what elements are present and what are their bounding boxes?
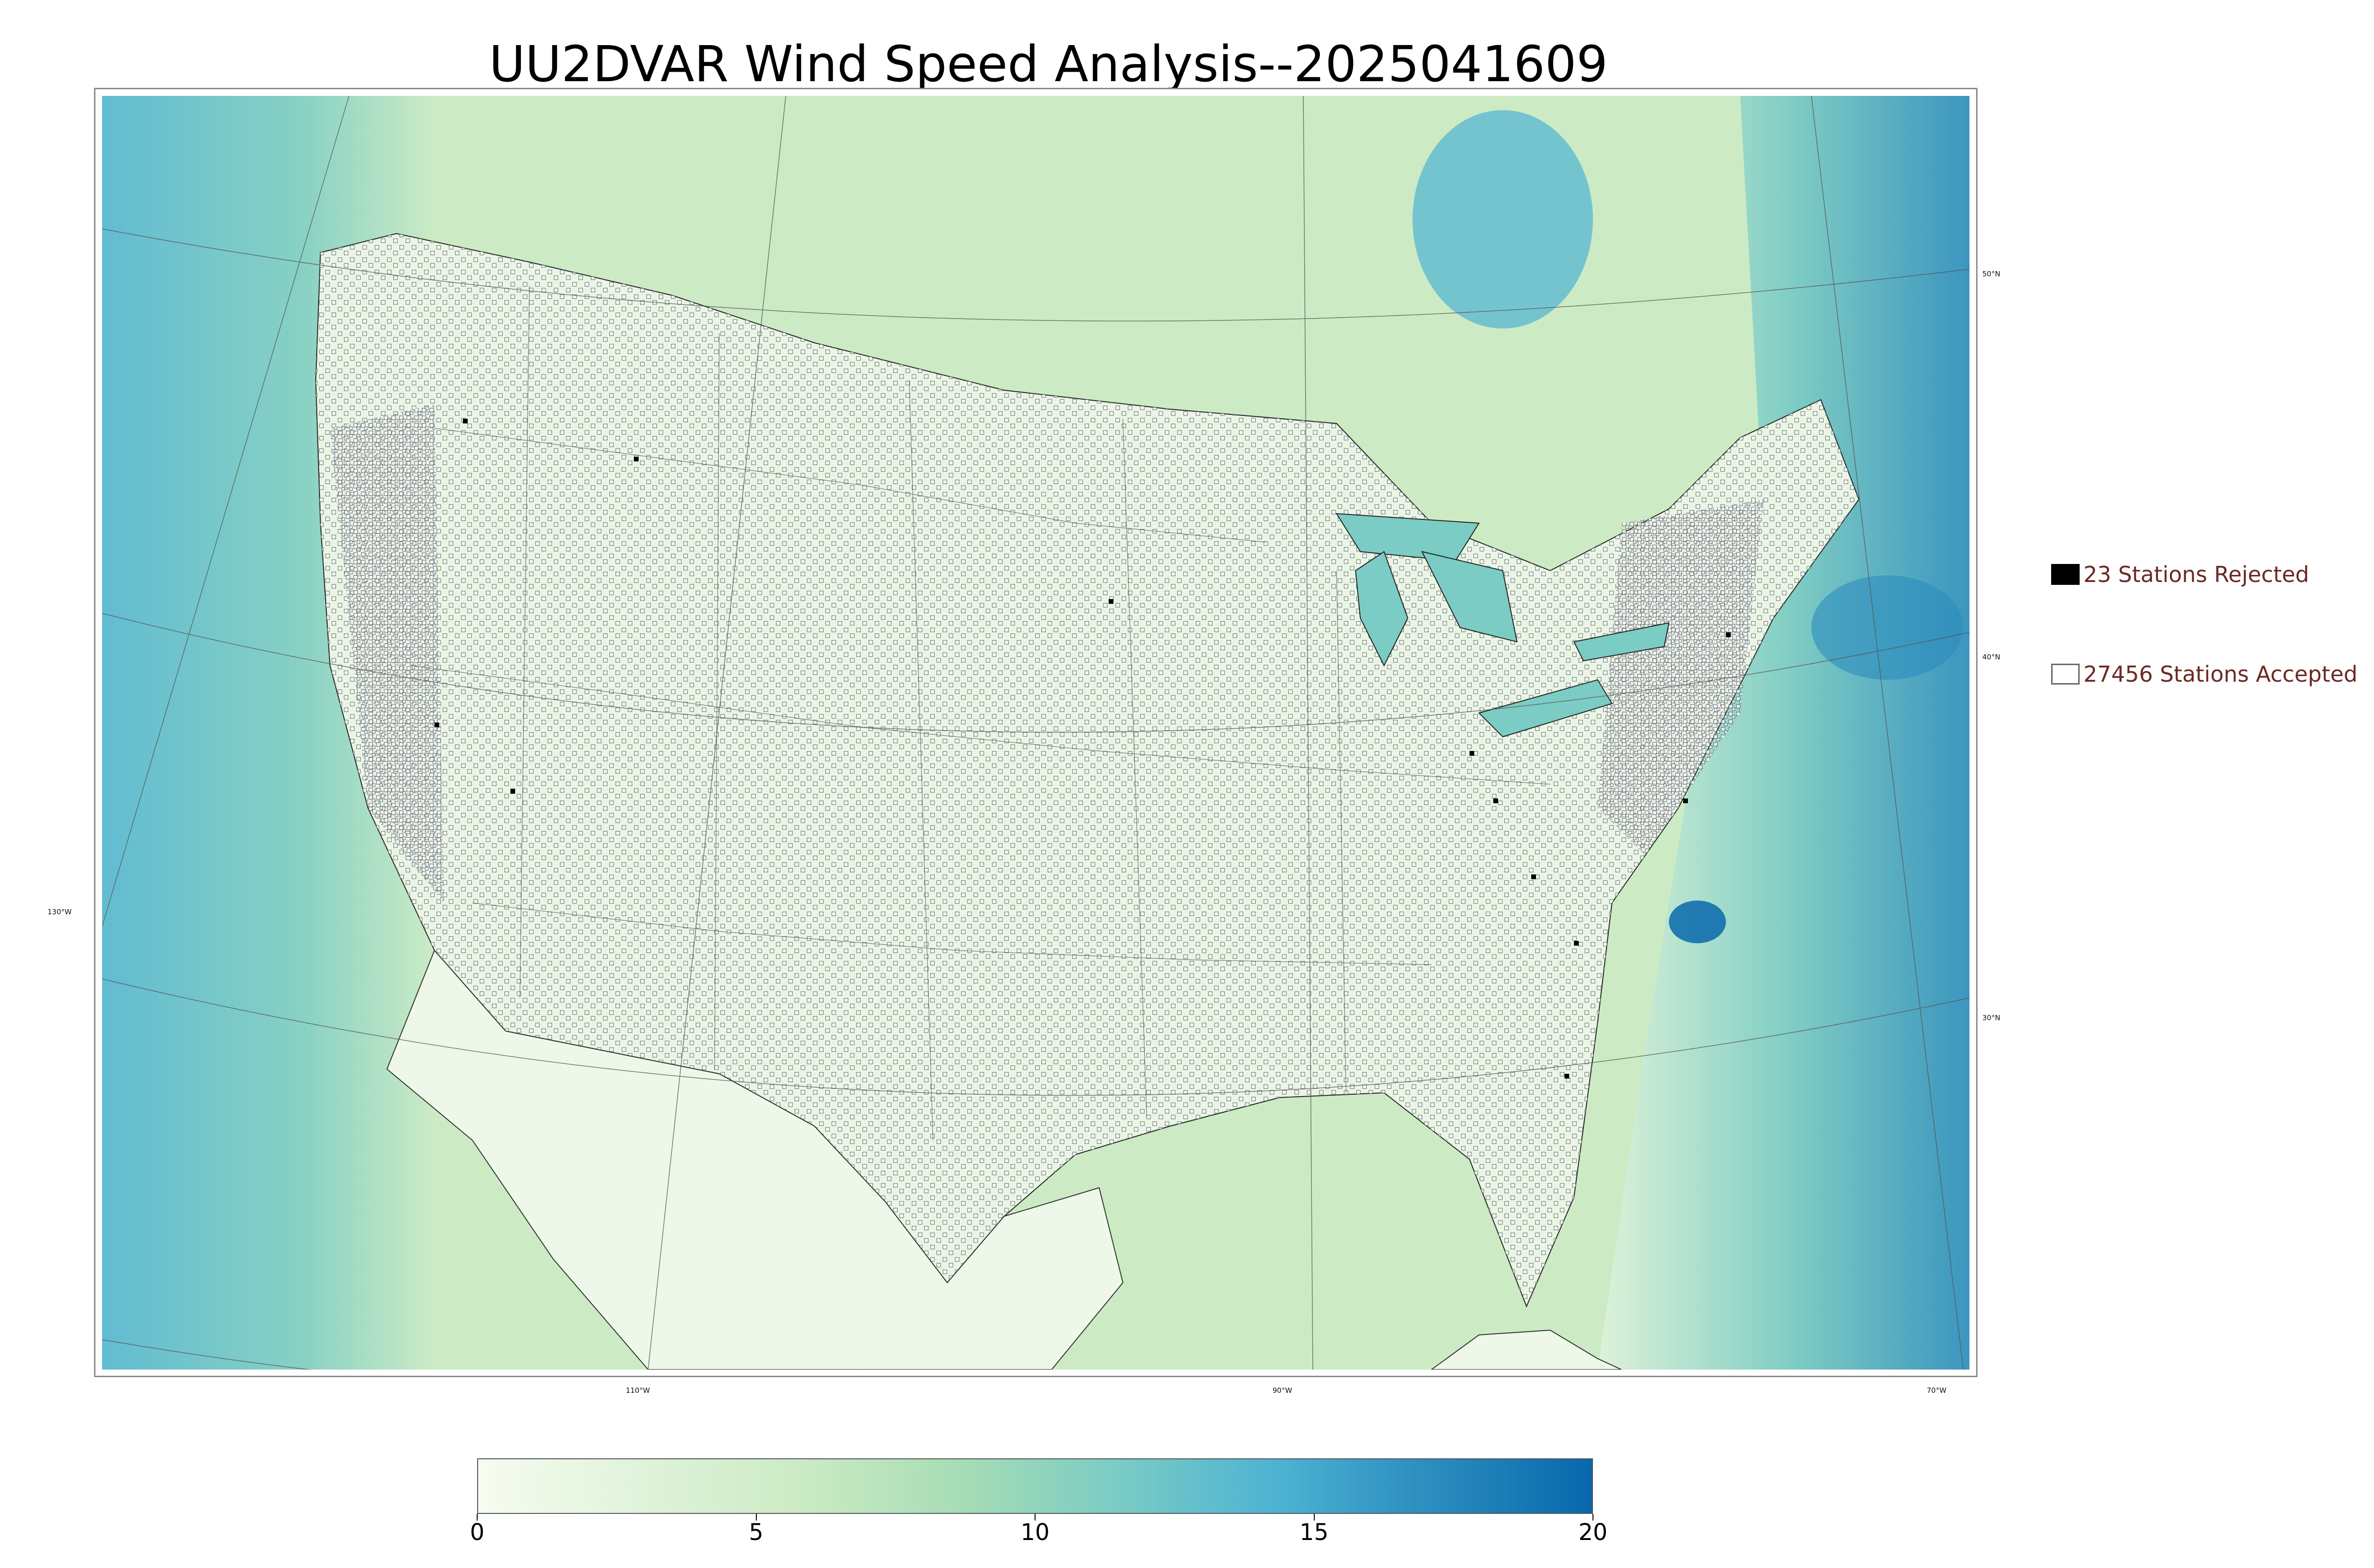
- rejected-stations: [434, 419, 1731, 1079]
- legend-accepted-label: 27456 Stations Accepted: [2083, 661, 2358, 687]
- lon-label-110w: 110°W: [626, 1386, 650, 1395]
- colorbar-tick-label: 15: [1299, 1519, 1329, 1546]
- legend-rejected-label: 23 Stations Rejected: [2083, 562, 2309, 587]
- lat-label-30n: 30°N: [1982, 1014, 2000, 1022]
- mexico-landmass: [386, 949, 1124, 1370]
- lon-label-70w: 70°W: [1927, 1386, 1947, 1395]
- hudson-bay-high-wind: [1413, 110, 1593, 329]
- map-canvas: [102, 96, 1969, 1370]
- gulf-of-maine-wind: [1811, 575, 1963, 680]
- state-borders: [410, 285, 1551, 1141]
- lon-label-130w: 130°W: [47, 908, 72, 916]
- cuba-landmass: [1431, 1329, 1622, 1370]
- east-coast-station-cluster: [1598, 499, 1764, 855]
- colorbar-tick-label: 10: [1020, 1519, 1050, 1546]
- colorbar-tick-label: 5: [749, 1519, 763, 1546]
- offshore-wind-max: [1669, 901, 1726, 943]
- lat-label-40n: 40°N: [1982, 653, 2000, 661]
- map-title: UU2DVAR Wind Speed Analysis--2025041609: [489, 35, 1608, 93]
- colorbar-tick-mark: [1313, 1514, 1315, 1521]
- colorbar-tick-mark: [1592, 1514, 1593, 1521]
- lat-label-50n: 50°N: [1982, 270, 2000, 278]
- colorbar-tick-mark: [1035, 1514, 1036, 1521]
- atlantic-wind-field: [1598, 96, 1969, 1370]
- west-coast-station-cluster: [330, 404, 444, 903]
- rejected-station-swatch: [2051, 564, 2080, 585]
- legend-rejected: 23 Stations Rejected: [2051, 560, 2309, 589]
- colorbar-tick-label: 20: [1578, 1519, 1608, 1546]
- colorbar-tick-label: 0: [470, 1519, 485, 1546]
- lon-label-90w: 90°W: [1272, 1386, 1292, 1395]
- wind-speed-map: [94, 88, 1978, 1377]
- great-lakes: [1336, 513, 1670, 738]
- colorbar-tick-mark: [477, 1514, 478, 1521]
- wind-speed-colorbar: [477, 1458, 1593, 1514]
- accepted-stations-layer: [316, 234, 1859, 1306]
- legend-accepted: 27456 Stations Accepted: [2051, 660, 2357, 688]
- accepted-station-swatch: [2051, 664, 2080, 685]
- colorbar-tick-mark: [755, 1514, 757, 1521]
